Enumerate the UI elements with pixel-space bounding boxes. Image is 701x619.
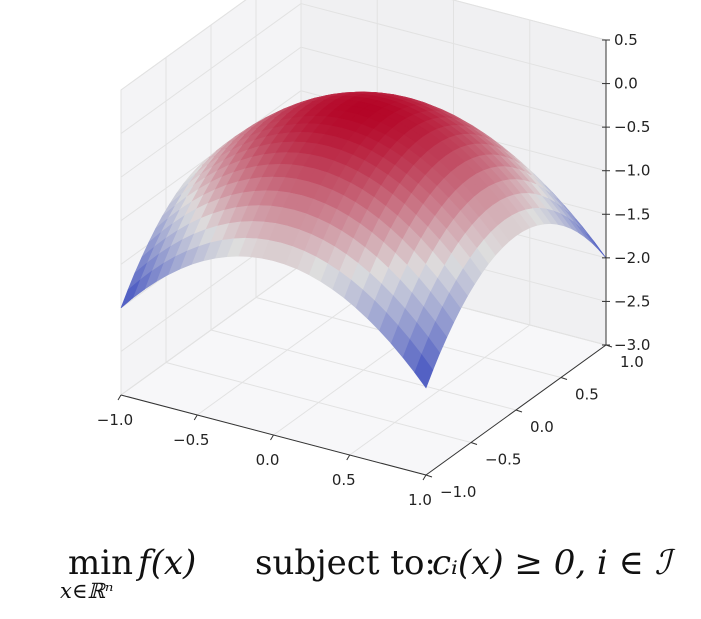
gridline bbox=[165, 362, 472, 443]
x-tick bbox=[346, 454, 351, 461]
x-tick bbox=[117, 394, 122, 401]
gridline bbox=[120, 0, 247, 91]
formula-constraint: cᵢ(x) ≥ 0, i ∈ ℐ bbox=[432, 543, 671, 583]
gridline bbox=[210, 329, 517, 411]
surface-patch bbox=[120, 279, 140, 309]
y-tick-label: −0.5 bbox=[485, 451, 521, 469]
gridline bbox=[300, 46, 607, 128]
surface-plot: −1.0 −0.5 0.0 0.5 1.0 −1.0 −0.5 0.0 0.5 1.0 0.5 0.0… bbox=[97, 0, 651, 509]
z-tick-label: 0.5 bbox=[614, 31, 638, 49]
y-tick bbox=[425, 474, 433, 478]
gridline bbox=[300, 3, 607, 85]
formula-subject-to: subject to: bbox=[255, 543, 436, 583]
x-tick bbox=[270, 434, 274, 441]
x-tick-label: 0.0 bbox=[256, 451, 280, 469]
z-tick-label: −3.0 bbox=[614, 336, 650, 354]
optimization-formula: min x∈ℝⁿ f(x) subject to: cᵢ(x) ≥ 0, i ∈… bbox=[0, 528, 701, 618]
y-tick bbox=[470, 442, 478, 445]
y-tick-label: −1.0 bbox=[440, 483, 476, 501]
x-tick-label: 1.0 bbox=[408, 491, 432, 509]
z-tick-label: 0.0 bbox=[614, 75, 638, 93]
y-tick-label: 0.0 bbox=[530, 418, 554, 436]
z-tick-label: −1.5 bbox=[614, 205, 650, 223]
z-tick-label: −0.5 bbox=[614, 118, 650, 136]
x-tick bbox=[422, 474, 427, 481]
gridline bbox=[120, 46, 302, 178]
z-tick-label: −2.0 bbox=[614, 249, 650, 267]
y-tick-label: 1.0 bbox=[620, 353, 644, 371]
formula-min: min bbox=[68, 543, 134, 583]
y-tick-label: 0.5 bbox=[575, 386, 599, 404]
gridline bbox=[120, 3, 302, 134]
y-tick bbox=[560, 377, 568, 380]
x-tick-label: 0.5 bbox=[332, 471, 356, 489]
z-tick-label: −1.0 bbox=[614, 162, 650, 180]
formula-objective: f(x) bbox=[138, 543, 197, 583]
x-tick-label: −1.0 bbox=[97, 411, 133, 429]
y-tick bbox=[515, 409, 523, 413]
gridline bbox=[120, 264, 302, 396]
surface-mesh bbox=[120, 91, 607, 389]
axis-ticks: −1.0 −0.5 0.0 0.5 1.0 −1.0 −0.5 0.0 0.5 1.0 0.5 0.0… bbox=[97, 31, 651, 509]
z-tick-label: −2.5 bbox=[614, 292, 650, 310]
gridline bbox=[451, 0, 607, 41]
x-tick bbox=[193, 414, 198, 421]
x-tick-label: −0.5 bbox=[173, 431, 209, 449]
formula-min-subscript: x∈ℝⁿ bbox=[60, 579, 114, 603]
